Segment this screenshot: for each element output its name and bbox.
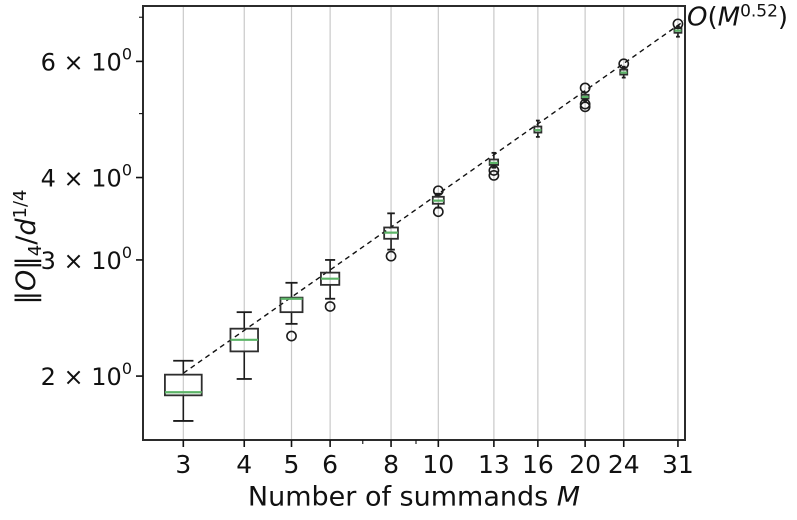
y-label-slash: / — [11, 235, 42, 245]
y-tick-label-3: 3 × 100 — [41, 243, 132, 275]
y-tick-label-4: 4 × 100 — [41, 161, 132, 193]
y-label-norm-close: ‖ — [11, 256, 42, 270]
y-label-norm-open: ‖ — [11, 290, 42, 305]
y-label-d: d — [11, 218, 42, 236]
flier-M24-0 — [618, 58, 630, 70]
x-tick-label-8: 8 — [383, 450, 399, 479]
x-axis-label: Number of summands M — [248, 482, 580, 513]
annotation-exponent: 0.52 — [740, 1, 778, 22]
y-label-O: O — [11, 269, 42, 291]
x-tick-label-10: 10 — [422, 450, 454, 479]
y-axis-label: ‖O‖4/d1/4 — [10, 190, 46, 305]
x-tick-label-4: 4 — [236, 450, 252, 479]
x-tick-label-20: 20 — [569, 450, 601, 479]
x-tick-label-13: 13 — [478, 450, 510, 479]
x-label-M: M — [556, 481, 581, 513]
x-tick-label-5: 5 — [284, 450, 300, 479]
annotation-open-paren: ( — [707, 2, 718, 33]
flier-M13-1 — [488, 169, 500, 181]
annotation-O: O — [687, 2, 708, 33]
x-tick-label-6: 6 — [322, 450, 338, 479]
trend-annotation: O(M0.52) — [687, 2, 788, 33]
flier-M8-0 — [385, 250, 397, 262]
y-tick-label-6: 6 × 100 — [41, 44, 132, 76]
flier-M10-0 — [432, 185, 444, 197]
flier-M20-0 — [579, 82, 591, 94]
x-tick-label-24: 24 — [608, 450, 640, 479]
flier-M13-0 — [488, 165, 500, 176]
plot-border — [142, 5, 686, 441]
flier-M31-0 — [672, 18, 684, 30]
annotation-M: M — [717, 2, 741, 33]
flier-M20-2 — [579, 101, 591, 113]
y-label-subscript: 4 — [25, 244, 46, 257]
x-tick-label-16: 16 — [522, 450, 554, 479]
flier-M5-0 — [286, 330, 297, 342]
flier-M6-0 — [324, 301, 336, 312]
x-label-text: Number of summands — [247, 481, 557, 513]
x-tick-label-3: 3 — [175, 450, 191, 479]
annotation-close-paren: ) — [777, 2, 789, 33]
box-M3 — [164, 373, 203, 397]
x-tick-label-31: 31 — [662, 450, 694, 479]
flier-M10-1 — [432, 206, 444, 218]
y-label-superscript: 1/4 — [10, 189, 31, 219]
y-tick-label-2: 2 × 100 — [41, 359, 132, 391]
